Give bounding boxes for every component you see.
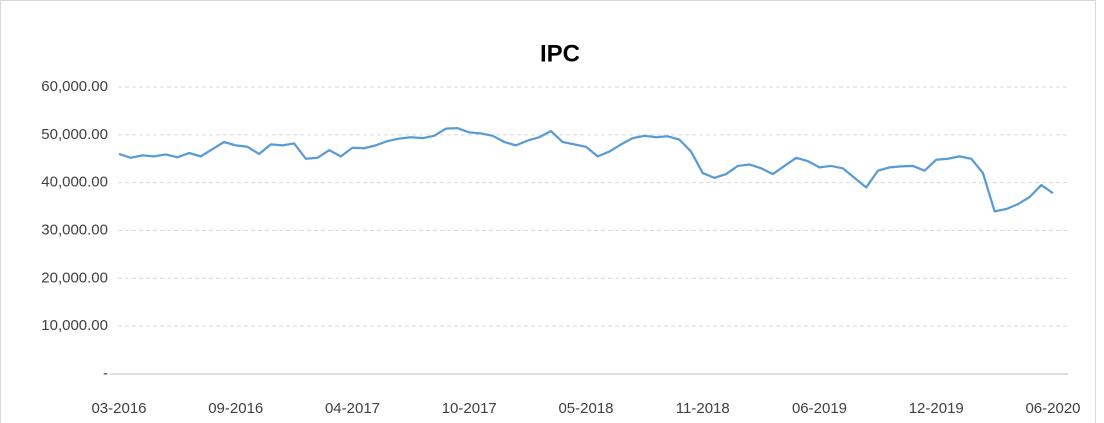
x-tick-label: 10-2017 — [442, 400, 497, 417]
y-tick-label: 50,000.00 — [41, 126, 108, 143]
y-tick-label: - — [103, 365, 108, 382]
x-tick-label: 06-2019 — [792, 400, 847, 417]
chart-title: IPC — [540, 40, 580, 67]
x-tick-label: 05-2018 — [558, 400, 613, 417]
y-tick-label: 40,000.00 — [41, 174, 108, 191]
series-line — [118, 127, 1054, 213]
y-tick-label: 30,000.00 — [41, 221, 108, 238]
y-tick-label: 20,000.00 — [41, 269, 108, 286]
x-tick-label: 11-2018 — [676, 400, 730, 417]
y-tick-label: 60,000.00 — [41, 78, 108, 95]
x-tick-label: 09-2016 — [208, 400, 263, 417]
x-tick-label: 06-2020 — [1025, 400, 1080, 417]
x-tick-label: 12-2019 — [909, 400, 964, 417]
x-tick-label: 04-2017 — [325, 400, 380, 417]
x-tick-label: 03-2016 — [91, 400, 146, 417]
y-tick-label: 10,000.00 — [41, 317, 108, 334]
